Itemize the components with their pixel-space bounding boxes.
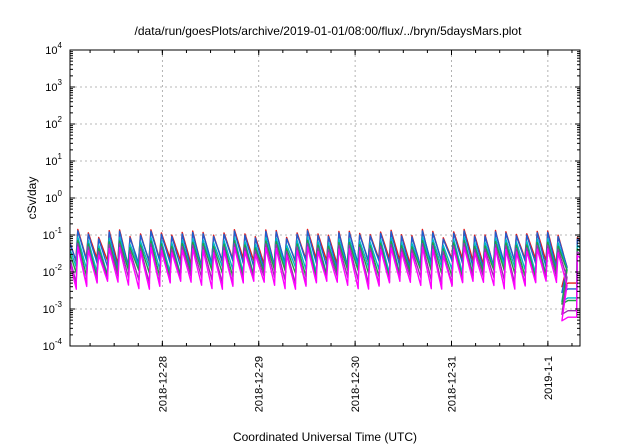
x-axis-label: Coordinated Universal Time (UTC) (233, 430, 417, 444)
x-tick-label: 2018-12-29 (254, 356, 266, 412)
y-axis-label: cSv/day (25, 177, 39, 220)
x-tick-label: 2018-12-30 (350, 356, 362, 412)
series-line (69, 239, 581, 305)
y-tick-label: 10-2 (43, 263, 63, 279)
x-tick-label: 2018-12-31 (446, 356, 458, 412)
y-tick-label: 10-1 (43, 226, 63, 242)
x-tick-label: 2018-12-28 (157, 356, 169, 412)
x-axis: 2018-12-28 2018-12-29 2018-12-30 2018-12-31… (89, 50, 573, 412)
series-line (69, 246, 581, 322)
y-tick-label: 104 (45, 41, 62, 57)
y-tick-label: 10-3 (43, 300, 63, 316)
y-tick-label: 102 (45, 115, 62, 131)
x-tick-label: 2019-1-1 (543, 356, 555, 400)
y-tick-label: 10-4 (43, 337, 63, 353)
series-lines (69, 228, 581, 322)
grid-lines (70, 50, 580, 346)
y-tick-label: 100 (45, 189, 62, 205)
y-axis: 10-4 10-3 10-2 10-1 100 101 102 103 104 (43, 41, 580, 353)
chart-title: /data/run/goesPlots/archive/2019-01-01/0… (135, 24, 523, 38)
y-tick-label: 101 (45, 152, 62, 168)
series-line (69, 230, 581, 294)
y-tick-label: 103 (45, 78, 62, 94)
